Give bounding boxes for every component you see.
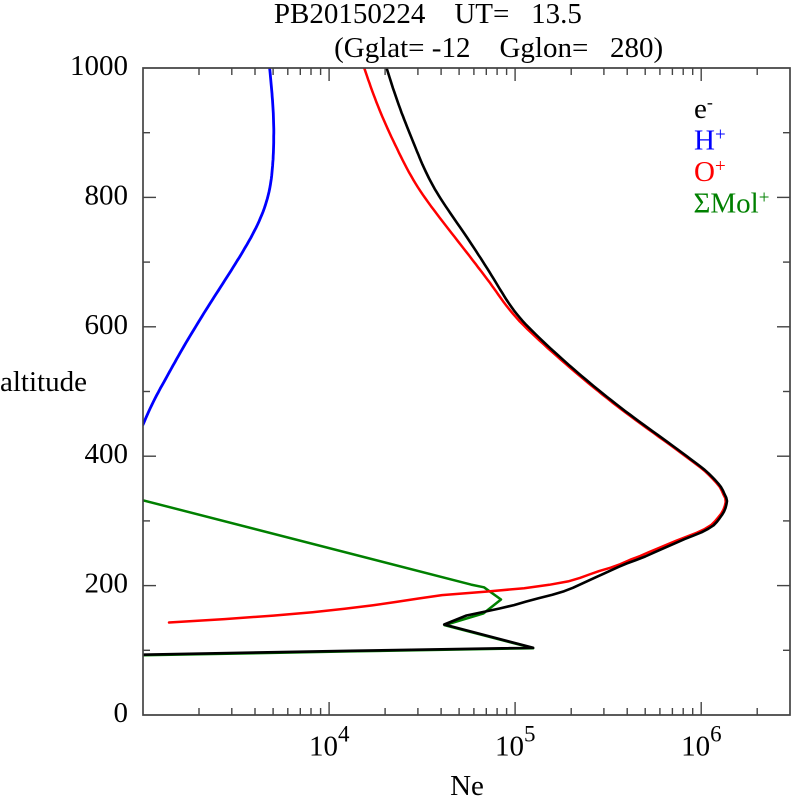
svg-text:(Gglat= -12 Gglon= 280): (Gglat= -12 Gglon= 280)	[334, 32, 663, 64]
svg-text:600: 600	[85, 309, 129, 341]
svg-text:800: 800	[85, 179, 129, 211]
svg-text:ΣMol+: ΣMol+	[694, 188, 770, 220]
svg-text:200: 200	[85, 568, 129, 600]
svg-text:Ne: Ne	[450, 770, 484, 796]
svg-text:1000: 1000	[70, 50, 128, 82]
svg-text:0: 0	[114, 697, 129, 729]
svg-text:PB20150224 UT= 13.5: PB20150224 UT= 13.5	[274, 0, 582, 30]
svg-text:400: 400	[85, 438, 129, 470]
svg-text:altitude: altitude	[0, 366, 87, 398]
